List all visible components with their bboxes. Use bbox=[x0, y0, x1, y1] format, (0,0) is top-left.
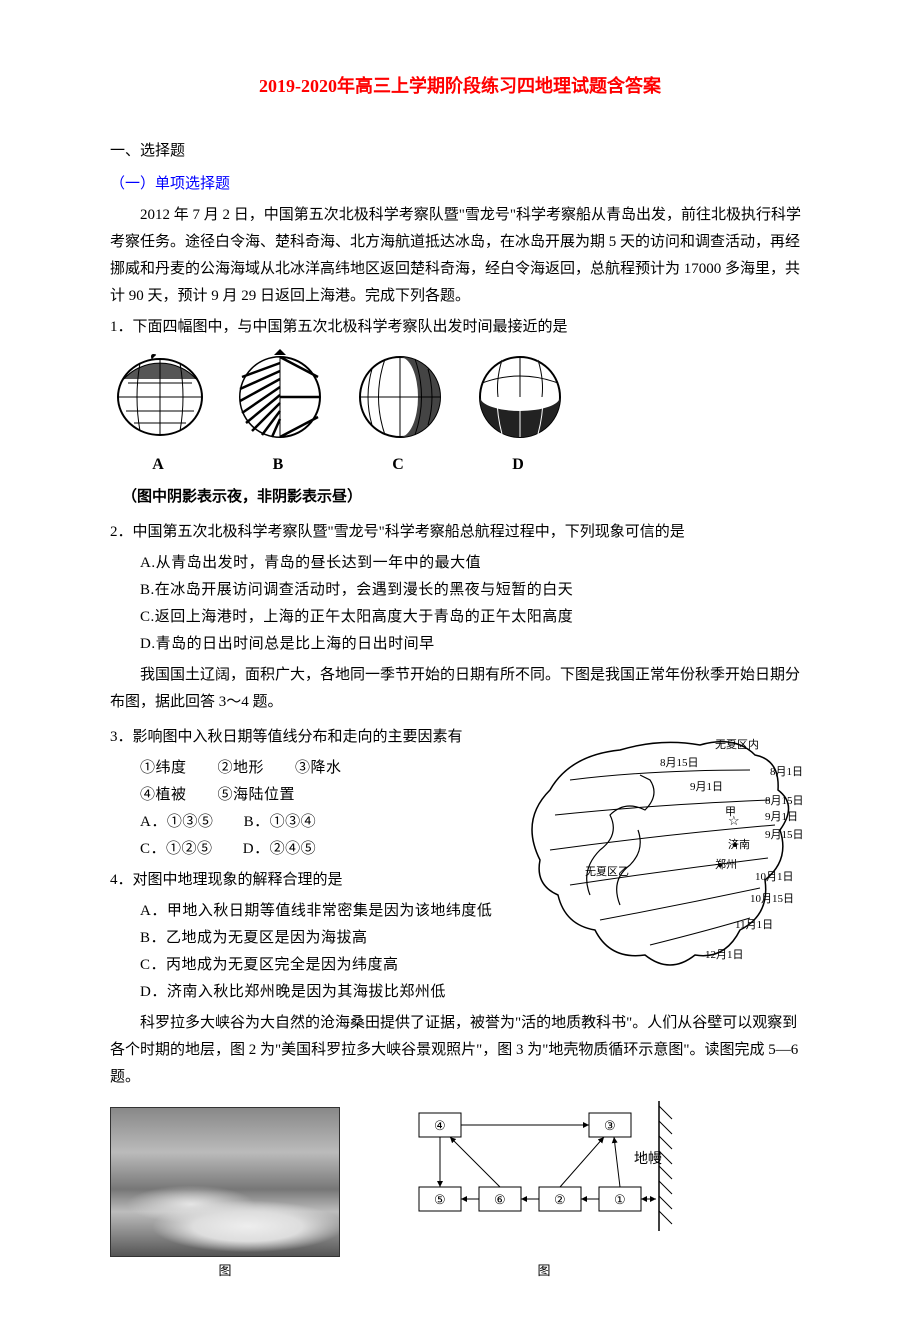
passage-3: 科罗拉多大峡谷为大自然的沧海桑田提供了证据，被誉为"活的地质教科书"。人们从谷壁… bbox=[110, 1010, 810, 1091]
q2-opt-b: B.在冰岛开展访问调查活动时，会遇到漫长的黑夜与短暂的白天 bbox=[110, 577, 810, 604]
question-4: 4．对图中地理现象的解释合理的是 bbox=[110, 867, 500, 894]
mantle-label: 地幔 bbox=[634, 1151, 662, 1167]
cycle-diagram-cell: ④ ③ ⑤ ⑥ ② ① 地幔 bbox=[404, 1101, 684, 1282]
globe-a: A bbox=[110, 349, 210, 480]
cycle-diagram-svg: ④ ③ ⑤ ⑥ ② ① 地幔 bbox=[404, 1101, 684, 1251]
q2-opt-a: A.从青岛出发时，青岛的昼长达到一年中的最大值 bbox=[110, 550, 810, 577]
q3-opt-b: B．①③④ bbox=[244, 809, 317, 836]
q3-opt-a: A．①③⑤ bbox=[140, 809, 213, 836]
q3-opts-row2: C．①②⑤ D．②④⑤ bbox=[110, 836, 500, 863]
map-label-12: 12月1日 bbox=[705, 949, 744, 961]
cycle-box-2: ② bbox=[554, 1192, 566, 1207]
map-label-13: 8月15日 bbox=[765, 795, 804, 807]
q2-opt-d: D.青岛的日出时间总是比上海的日出时间早 bbox=[110, 631, 810, 658]
map-label-4: 9月1日 bbox=[765, 811, 798, 823]
globe-b: B bbox=[230, 349, 330, 480]
map-label-5: 9月15日 bbox=[765, 829, 804, 841]
cycle-box-5: ⑤ bbox=[434, 1192, 446, 1207]
map-label-6: 无夏区乙 bbox=[585, 865, 629, 878]
globe-d-label: D bbox=[470, 451, 570, 480]
map-label-10: 10月15日 bbox=[750, 893, 794, 905]
q3-q4-block: 3．影响图中入秋日期等值线分布和走向的主要因素有 ①纬度 ②地形 ③降水 ④植被… bbox=[110, 720, 810, 1006]
q3-terms-row1: ①纬度 ②地形 ③降水 bbox=[110, 755, 500, 782]
q3-terms-row2: ④植被 ⑤海陆位置 bbox=[110, 782, 500, 809]
cycle-box-4: ④ bbox=[434, 1118, 446, 1133]
globe-a-label: A bbox=[110, 451, 210, 480]
canyon-photo bbox=[110, 1107, 340, 1257]
question-1: 1．下面四幅图中，与中国第五次北极科学考察队出发时间最接近的是 bbox=[110, 314, 810, 341]
title-rest: 年高三上学期阶段练习四地理试题含答案 bbox=[337, 76, 661, 96]
canyon-photo-cell: 图 bbox=[110, 1107, 340, 1282]
map-label-9: 10月1日 bbox=[755, 871, 794, 883]
map-label-2: 8月15日 bbox=[660, 757, 699, 769]
globe-caption: （图中阴影表示夜，非阴影表示昼） bbox=[122, 484, 810, 511]
globe-a-svg bbox=[110, 349, 210, 439]
map-label-0: 无夏区内 bbox=[715, 737, 759, 751]
q3-q4-left: 3．影响图中入秋日期等值线分布和走向的主要因素有 ①纬度 ②地形 ③降水 ④植被… bbox=[110, 720, 500, 1006]
canyon-caption: 图 bbox=[110, 1259, 340, 1282]
map-label-3: 9月1日 bbox=[690, 781, 723, 793]
passage-1: 2012 年 7 月 2 日，中国第五次北极科学考察队暨"雪龙号"科学考察船从青… bbox=[110, 202, 810, 310]
section-heading-1: 一、选择题 bbox=[110, 138, 810, 165]
q4-opt-b: B．乙地成为无夏区是因为海拔高 bbox=[110, 925, 500, 952]
q4-opt-a: A．甲地入秋日期等值线非常密集是因为该地纬度低 bbox=[110, 898, 500, 925]
q4-opt-c: C．丙地成为无夏区完全是因为纬度高 bbox=[110, 952, 500, 979]
q3-opt-d: D．②④⑤ bbox=[243, 836, 316, 863]
globe-c-svg bbox=[350, 349, 450, 439]
q2-opt-c: C.返回上海港时，上海的正午太阳高度大于青岛的正午太阳高度 bbox=[110, 604, 810, 631]
cycle-box-1: ① bbox=[614, 1192, 626, 1207]
title-year: 2019-2020 bbox=[259, 76, 337, 96]
globe-figure-row: A B C bbox=[110, 349, 810, 480]
globe-d-svg bbox=[470, 349, 570, 439]
section-subheading-1: （一）单项选择题 bbox=[110, 171, 810, 198]
question-2: 2．中国第五次北极科学考察队暨"雪龙号"科学考察船总航程过程中，下列现象可信的是 bbox=[110, 519, 810, 546]
svg-text:☆: ☆ bbox=[728, 813, 740, 828]
map-label-11: 11月1日 bbox=[735, 919, 773, 931]
question-3: 3．影响图中入秋日期等值线分布和走向的主要因素有 bbox=[110, 724, 500, 751]
q4-opt-d: D．济南入秋比郑州晚是因为其海拔比郑州低 bbox=[110, 979, 500, 1006]
passage-2: 我国国土辽阔，面积广大，各地同一季节开始的日期有所不同。下图是我国正常年份秋季开… bbox=[110, 662, 810, 716]
cycle-box-6: ⑥ bbox=[494, 1192, 506, 1207]
globe-d: D bbox=[470, 349, 570, 480]
globe-b-label: B bbox=[230, 451, 330, 480]
globe-c-label: C bbox=[350, 451, 450, 480]
china-map-svg: 无夏区内 8月1日 8月15日 9月1日 9月1日 9月15日 无夏区乙 济南 … bbox=[510, 720, 810, 980]
cycle-box-3: ③ bbox=[604, 1118, 616, 1133]
page-title: 2019-2020年高三上学期阶段练习四地理试题含答案 bbox=[110, 70, 810, 102]
q3-opts-row1: A．①③⑤ B．①③④ bbox=[110, 809, 500, 836]
cycle-caption: 图 bbox=[404, 1259, 684, 1282]
map-label-1: 8月1日 bbox=[770, 766, 803, 778]
china-map-figure: 无夏区内 8月1日 8月15日 9月1日 9月1日 9月15日 无夏区乙 济南 … bbox=[510, 720, 810, 980]
globe-b-svg bbox=[230, 349, 330, 439]
globe-c: C bbox=[350, 349, 450, 480]
map-label-7: 济南 bbox=[728, 837, 750, 851]
bottom-figure-row: 图 ④ ③ ⑤ ⑥ bbox=[110, 1101, 810, 1282]
q3-opt-c: C．①②⑤ bbox=[140, 836, 213, 863]
